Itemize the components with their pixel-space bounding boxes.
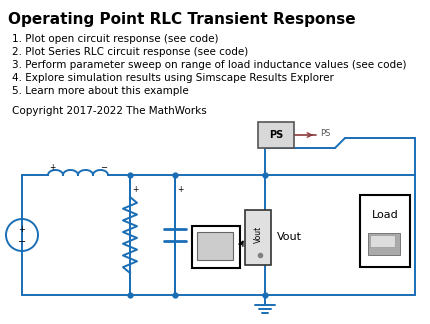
FancyBboxPatch shape	[370, 235, 395, 247]
Text: 4. Explore simulation results using Simscape Results Explorer: 4. Explore simulation results using Sims…	[12, 73, 334, 83]
Text: Load: Load	[372, 210, 398, 220]
Text: 5. Learn more about this example: 5. Learn more about this example	[12, 86, 189, 96]
Text: −: −	[100, 163, 107, 172]
FancyBboxPatch shape	[192, 226, 240, 268]
Text: 3. Perform parameter sweep on range of load inductance values (see code): 3. Perform parameter sweep on range of l…	[12, 60, 406, 70]
FancyBboxPatch shape	[360, 195, 410, 267]
Text: +: +	[132, 184, 138, 193]
Text: −: −	[18, 237, 26, 247]
FancyBboxPatch shape	[197, 232, 233, 260]
Text: PS: PS	[320, 130, 330, 138]
FancyBboxPatch shape	[245, 210, 271, 265]
Text: +: +	[177, 184, 183, 193]
Text: PS: PS	[269, 130, 283, 140]
Text: 1. Plot open circuit response (see code): 1. Plot open circuit response (see code)	[12, 34, 218, 44]
Text: Vout: Vout	[277, 233, 302, 242]
Text: +: +	[49, 163, 55, 172]
FancyBboxPatch shape	[258, 122, 294, 148]
Text: Vout: Vout	[254, 226, 262, 243]
Text: Operating Point RLC Transient Response: Operating Point RLC Transient Response	[8, 12, 356, 27]
Text: Copyright 2017-2022 The MathWorks: Copyright 2017-2022 The MathWorks	[12, 106, 207, 116]
FancyBboxPatch shape	[368, 233, 400, 255]
Text: +: +	[18, 226, 25, 235]
Text: 2. Plot Series RLC circuit response (see code): 2. Plot Series RLC circuit response (see…	[12, 47, 248, 57]
